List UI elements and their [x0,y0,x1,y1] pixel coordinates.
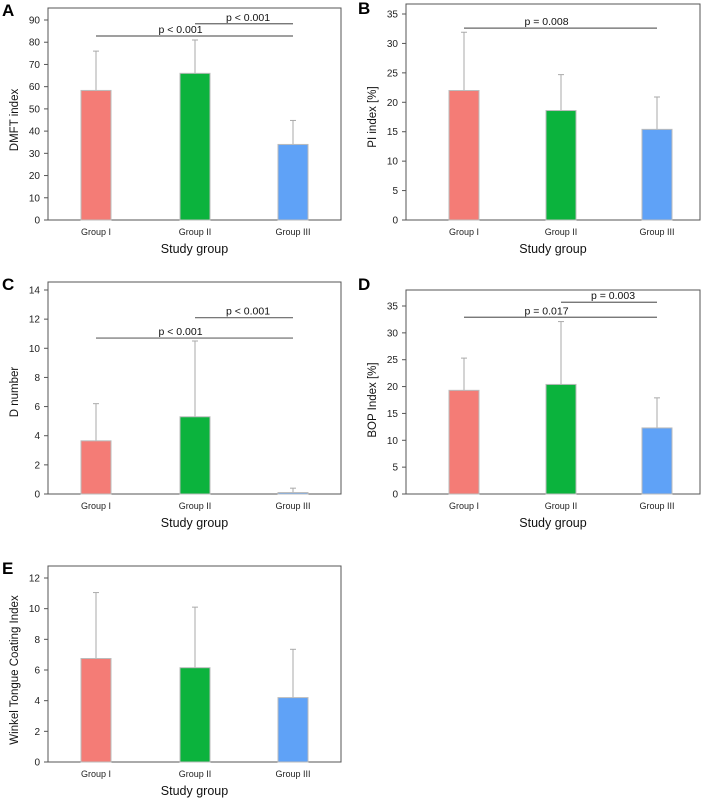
y-tick-label: 70 [29,60,41,71]
bar-group-i [80,440,112,495]
y-tick-label: 30 [387,328,399,339]
y-tick-label: 8 [34,635,40,646]
y-tick-label: 10 [387,436,399,447]
panel-letter: B [358,0,370,18]
y-tick-label: 10 [387,157,399,168]
bar-group-iii [277,492,309,495]
y-tick-label: 2 [34,727,40,738]
y-tick-label: 2 [34,460,40,471]
p-value-label: p < 0.001 [158,326,202,338]
x-axis-label: Study group [161,784,228,798]
bar-group-iii [641,427,673,495]
x-tick-label: Group I [449,501,479,511]
y-tick-label: 50 [29,104,41,115]
x-tick-label: Group II [545,501,578,511]
bar-group-i [448,90,480,221]
panel-a: A 0 10 20 30 40 50 60 70 80 90 DMFT index Group I Gro… [2,1,342,256]
y-axis-label: D number [9,367,21,418]
bar-group-ii [179,72,211,221]
y-tick-label: 25 [387,355,399,366]
y-tick-label: 30 [387,39,399,50]
panel-d: D 0 5 10 15 20 25 30 35 BOP Index [%] Group I Group… [358,275,701,530]
y-tick-label: 6 [34,402,40,413]
p-value-label: p < 0.001 [158,24,202,36]
x-axis-label: Study group [519,516,586,530]
y-axis-label: PI index [%] [367,86,379,147]
y-tick-label: 10 [29,344,41,355]
y-tick-label: 12 [29,315,41,326]
x-tick-label: Group II [179,227,212,237]
y-tick-label: 80 [29,38,41,49]
y-tick-label: 6 [34,666,40,677]
y-axis-label: Winkel Tongue Coating Index [9,595,21,745]
x-tick-label: Group I [81,501,111,511]
y-tick-label: 8 [34,373,40,384]
y-tick-label: 35 [387,10,399,21]
p-value-label: p < 0.001 [226,306,270,318]
y-tick-label: 10 [29,193,41,204]
y-tick-label: 14 [29,286,41,297]
y-tick-label: 20 [387,382,399,393]
y-tick-label: 12 [29,574,41,585]
panel-b: B 0 5 10 15 20 25 30 35 PI index [%] Group I Group … [358,0,701,256]
y-tick-label: 0 [34,758,40,769]
y-tick-label: 25 [387,68,399,79]
x-tick-label: Group I [81,769,111,779]
bar-group-iii [277,697,309,763]
x-tick-label: Group II [179,769,212,779]
bar-group-i [80,89,112,221]
y-tick-label: 20 [29,171,41,182]
bar-group-ii [545,383,577,495]
x-tick-label: Group III [639,501,674,511]
y-tick-label: 4 [34,431,40,442]
x-tick-label: Group III [639,227,674,237]
y-tick-label: 0 [34,490,40,501]
y-tick-label: 5 [392,463,398,474]
x-axis-label: Study group [519,242,586,256]
bar-group-i [448,389,480,495]
bar-group-ii [179,667,211,763]
bar-group-iii [641,128,673,221]
x-tick-label: Group II [179,501,212,511]
x-tick-label: Group III [275,227,310,237]
y-tick-label: 15 [387,409,399,420]
y-tick-label: 20 [387,98,399,109]
y-tick-label: 90 [29,16,41,27]
y-tick-label: 40 [29,127,41,138]
panel-letter: E [2,559,13,578]
panel-e: E 0 2 4 6 8 10 12 Winkel Tongue Coating Index Gro… [2,559,342,798]
panel-letter: A [2,1,14,20]
panel-letter: D [358,275,370,294]
x-axis-label: Study group [161,516,228,530]
y-tick-label: 5 [392,186,398,197]
y-tick-label: 15 [387,127,399,138]
y-tick-label: 30 [29,149,41,160]
panel-letter: C [2,275,14,294]
p-value-label: p = 0.003 [591,290,635,302]
p-value-label: p = 0.017 [524,305,568,317]
y-axis-label: DMFT index [9,89,21,152]
bar-group-ii [545,110,577,221]
x-tick-label: Group II [545,227,578,237]
bar-group-i [80,658,112,763]
panel-c: C 0 2 4 6 8 10 12 14 D number Group I Group II Group… [2,275,342,530]
y-tick-label: 0 [34,216,40,227]
y-tick-label: 0 [392,490,398,501]
p-value-label: p < 0.001 [226,12,270,24]
y-tick-label: 0 [392,216,398,227]
p-value-label: p = 0.008 [524,16,568,28]
y-tick-label: 35 [387,302,399,313]
x-tick-label: Group III [275,769,310,779]
bar-group-ii [179,416,211,495]
x-tick-label: Group III [275,501,310,511]
x-tick-label: Group I [81,227,111,237]
x-axis-label: Study group [161,242,228,256]
x-tick-label: Group I [449,227,479,237]
y-tick-label: 4 [34,696,40,707]
bar-group-iii [277,143,309,221]
y-tick-label: 60 [29,82,41,93]
y-tick-label: 10 [29,604,41,615]
y-axis-label: BOP Index [%] [367,362,379,437]
